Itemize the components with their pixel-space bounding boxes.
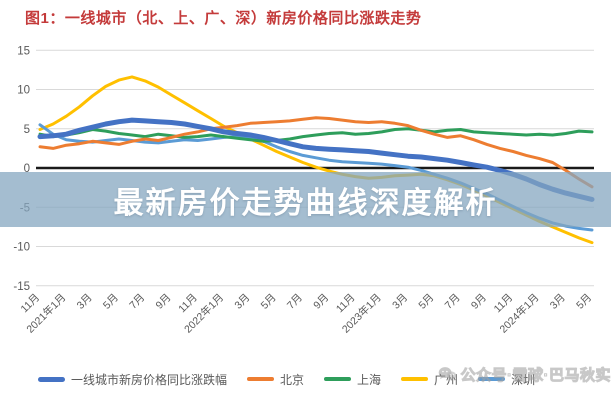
y-axis-tick-label: 0 (24, 163, 30, 175)
x-axis-tick-label: 9月 (469, 292, 489, 312)
x-axis-tick-label: 9月 (154, 292, 174, 312)
legend-item-北京: 北京 (247, 371, 304, 388)
legend-label: 深圳 (511, 372, 536, 387)
legend-label: 上海 (357, 372, 382, 387)
y-axis-tick-label: 5 (24, 124, 30, 136)
x-axis-tick-label: 5月 (259, 292, 279, 312)
series-line-北京 (38, 116, 594, 189)
legend-marker (247, 377, 275, 381)
series-line-一线城市新房价格同比涨跌幅 (37, 117, 595, 202)
headline-banner-overlay: 最新房价走势曲线深度解析 (0, 172, 611, 227)
x-axis-tick-label: 5月 (574, 292, 594, 312)
y-axis-tick-label: -10 (13, 242, 30, 254)
x-axis-tick-label: 5月 (101, 292, 121, 312)
legend-item-广州: 广州 (401, 371, 458, 388)
legend-item-深圳: 深圳 (478, 371, 535, 388)
y-axis-tick-label: -15 (13, 281, 30, 293)
legend-marker (478, 377, 506, 381)
legend-marker (401, 377, 429, 381)
headline-banner-text: 最新房价走势曲线深度解析 (113, 186, 498, 220)
x-axis-tick-label: 7月 (285, 292, 305, 312)
x-axis-tick-label: 7月 (443, 292, 463, 312)
y-axis-tick-label: 15 (17, 45, 30, 57)
legend-label: 一线城市新房价格同比涨跌幅 (71, 372, 228, 387)
x-axis-tick-label: 5月 (416, 292, 436, 312)
y-axis-tick-label: 10 (17, 85, 30, 97)
series-line-上海 (38, 127, 594, 143)
legend-label: 广州 (434, 372, 459, 387)
x-axis-tick-label: 3月 (75, 292, 95, 312)
x-axis-tick-label: 7月 (127, 292, 147, 312)
x-axis-tick-label: 3月 (390, 292, 410, 312)
legend-label: 北京 (280, 372, 305, 387)
legend-item-一线城市新房价格同比涨跌幅: 一线城市新房价格同比涨跌幅 (38, 371, 227, 388)
x-axis-tick-label: 3月 (232, 292, 252, 312)
legend-marker (324, 377, 352, 381)
legend-item-上海: 上海 (324, 371, 381, 388)
x-axis-tick-label: 3月 (548, 292, 568, 312)
x-axis-tick-label: 9月 (311, 292, 331, 312)
legend-marker (38, 376, 65, 382)
chart-legend: 一线城市新房价格同比涨跌幅 北京 上海 广州 深圳 (38, 369, 598, 389)
figure-title: 图1：一线城市（北、上、广、深）新房价格同比涨跌走势 (25, 10, 422, 27)
